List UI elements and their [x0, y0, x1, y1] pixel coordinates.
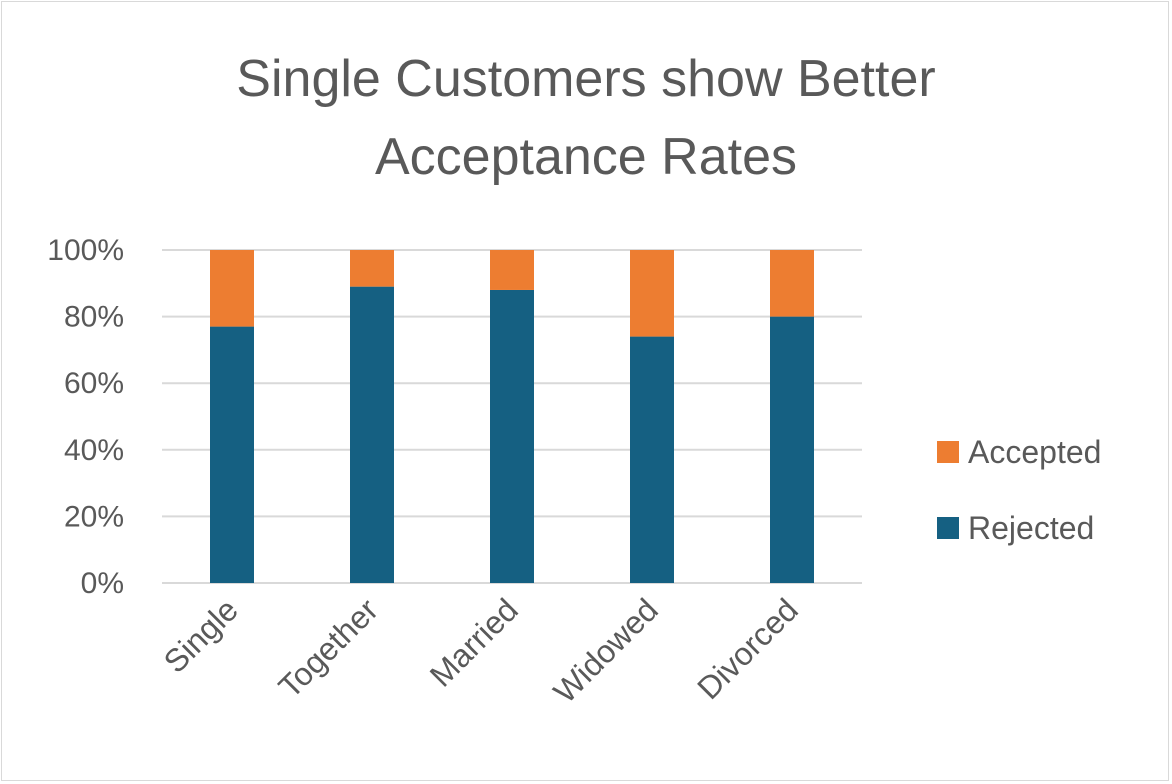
y-tick-label: 0%	[81, 567, 124, 600]
bar-accepted-widowed	[630, 250, 674, 337]
bar-accepted-married	[490, 250, 534, 290]
y-tick-label: 40%	[64, 434, 124, 467]
legend-swatch-rejected	[937, 517, 959, 539]
x-tick-label: Single	[157, 591, 245, 679]
bar-accepted-together	[350, 250, 394, 287]
bar-rejected-single	[210, 326, 254, 583]
chart-title-line-1: Single Customers show Better	[236, 50, 936, 108]
chart-title: Single Customers show Better Acceptance …	[0, 40, 1172, 196]
bar-rejected-married	[490, 289, 534, 583]
y-tick-label: 100%	[47, 234, 124, 267]
legend-label-accepted: Accepted	[968, 434, 1101, 470]
bar-rejected-together	[350, 286, 394, 583]
legend-label-rejected: Rejected	[968, 510, 1094, 546]
x-tick-label: Divorced	[690, 591, 805, 706]
y-tick-label: 20%	[64, 500, 124, 533]
x-tick-label: Together	[271, 591, 385, 705]
x-tick-label: Widowed	[546, 591, 665, 710]
y-tick-label: 80%	[64, 301, 124, 334]
bar-accepted-divorced	[770, 250, 814, 317]
bar-rejected-widowed	[630, 336, 674, 583]
legend-swatch-accepted	[937, 441, 959, 463]
chart-title-line-2: Acceptance Rates	[374, 128, 798, 186]
bar-rejected-divorced	[770, 316, 814, 583]
x-tick-label: Married	[423, 591, 525, 693]
bar-accepted-single	[210, 250, 254, 327]
y-tick-label: 60%	[64, 367, 124, 400]
